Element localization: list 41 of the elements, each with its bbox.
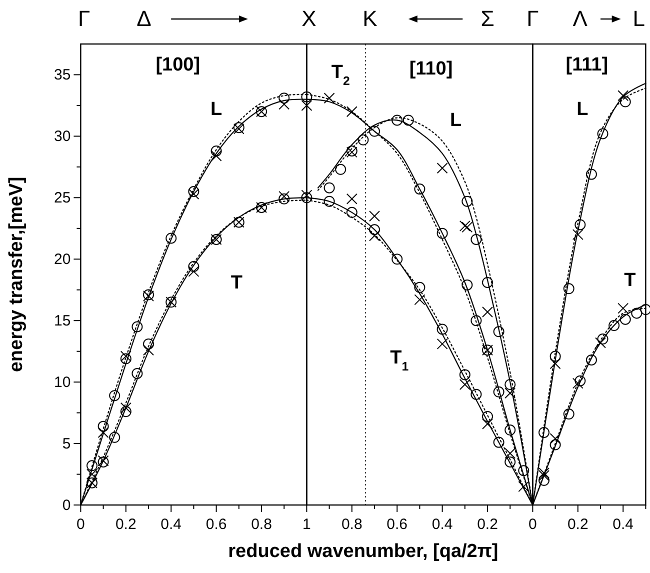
y-tick-label: 15 [54,312,71,330]
y-tick-label: 0 [62,497,71,514]
text: X [302,6,317,31]
x-tick-label: 0.2 [567,516,588,533]
text: Γ [526,6,539,31]
y-tick-label: 20 [54,251,71,268]
annotation: T$_{1}$ [390,347,409,374]
x-tick-label: 0.8 [251,516,272,533]
text: Δ [136,6,152,31]
y-tick-label: 25 [54,190,71,207]
x-axis-title: reduced wavenumber, [qa/2π] [228,541,498,562]
y-axis-title: energy transfer,[meV] [6,176,27,372]
text: Γ [78,6,90,31]
annotation: T$_{2}$ [331,62,350,88]
x-tick-label: 0.2 [477,516,498,533]
annotation: [100] [156,54,200,76]
annotation: L [576,98,589,120]
text: Λ [572,6,588,31]
annotation: T [230,272,243,294]
y-tick-label: 5 [62,436,71,453]
x-tick-label: 0.6 [386,516,408,533]
x-tick-label: 0.4 [612,516,634,533]
y-tick-label: 30 [54,128,71,146]
y-tick-label: 35 [54,66,71,84]
annotation: [110] [409,58,453,80]
text: Σ [480,6,494,31]
text: L [632,6,646,31]
x-tick-label: 1 [302,516,311,533]
x-tick-label: 0.4 [160,516,182,533]
text: K [362,6,378,31]
x-tick-label: 0 [76,516,85,533]
x-tick-label: 0.2 [115,516,136,533]
x-tick-label: 0.8 [341,516,362,533]
x-tick-label: 0.6 [206,516,227,533]
annotation: L [450,110,462,131]
y-tick-label: 10 [54,374,71,392]
annotation: T [624,270,636,291]
annotation: [111] [566,54,608,76]
x-tick-label: 0 [528,516,537,533]
x-tick-label: 0.4 [432,516,453,533]
annotation: L [210,98,222,120]
